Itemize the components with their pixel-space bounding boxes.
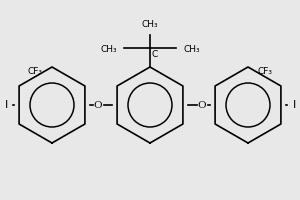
Text: O: O xyxy=(94,100,102,110)
Text: O: O xyxy=(198,100,206,110)
Text: I: I xyxy=(292,100,296,110)
Text: CH₃: CH₃ xyxy=(183,45,200,53)
Text: CH₃: CH₃ xyxy=(142,20,158,29)
Text: I: I xyxy=(4,100,8,110)
Text: C: C xyxy=(152,50,158,59)
Text: CF₃: CF₃ xyxy=(28,68,43,76)
Text: CH₃: CH₃ xyxy=(100,45,117,53)
Text: CF₃: CF₃ xyxy=(257,68,272,76)
